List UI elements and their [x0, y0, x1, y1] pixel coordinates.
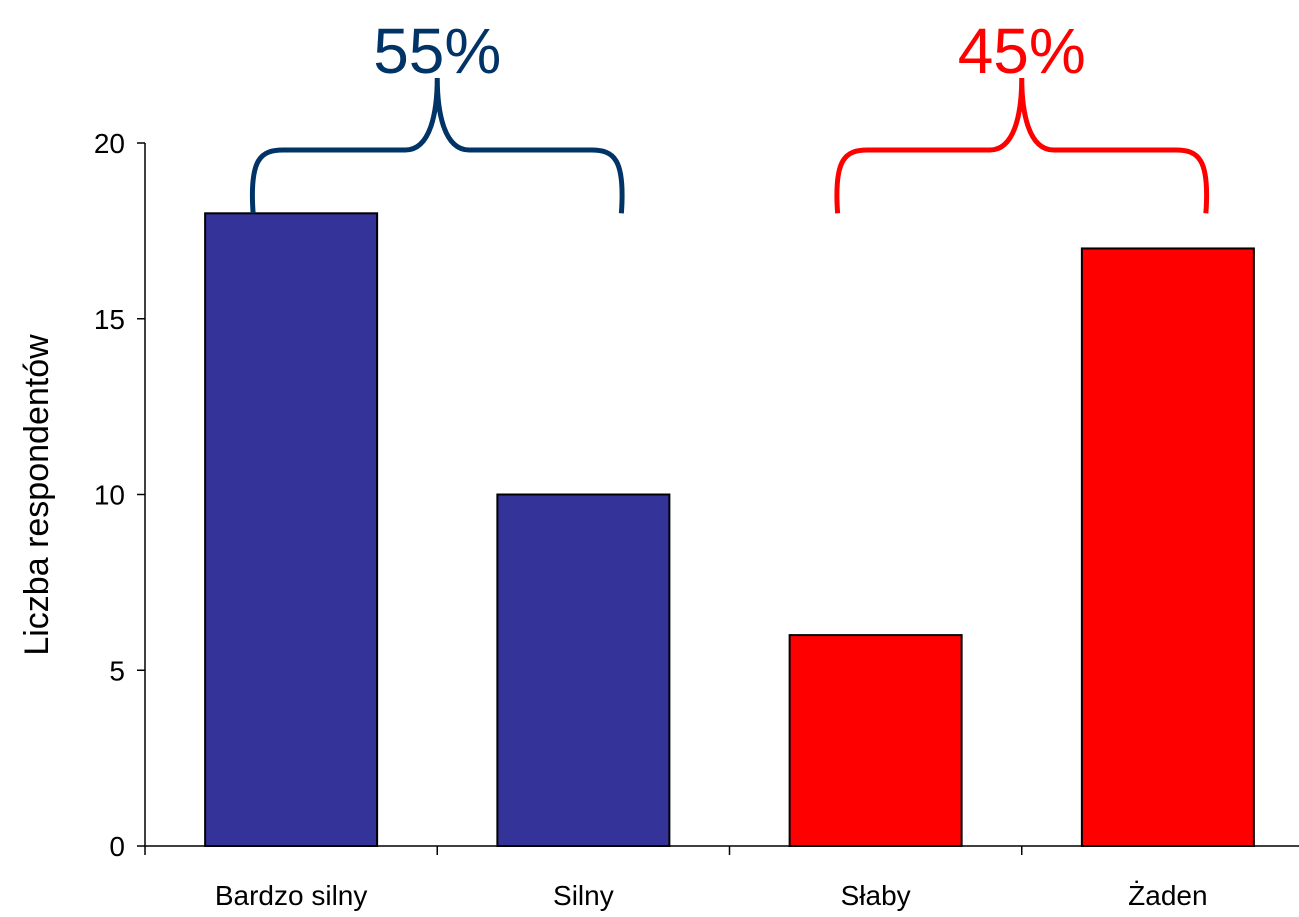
- y-tick-label: 20: [94, 128, 125, 159]
- x-category-label: Bardzo silny: [215, 880, 368, 911]
- x-category-label: Żaden: [1128, 880, 1207, 911]
- percentage-label: 55%: [373, 15, 501, 87]
- brace: [249, 77, 625, 214]
- x-category-label: Słaby: [841, 880, 911, 911]
- bar: [204, 212, 379, 848]
- x-categories: Bardzo silny Silny Słaby Żaden: [215, 880, 1208, 911]
- bar: [1080, 247, 1255, 847]
- y-tick-label: 10: [94, 480, 125, 511]
- bar: [788, 634, 963, 847]
- y-ticks: 0 5 10 15 20: [94, 128, 145, 862]
- percentage-label: 45%: [958, 15, 1086, 87]
- annotations: 55% 45%: [249, 15, 1210, 214]
- y-tick-label: 0: [109, 831, 125, 862]
- y-tick-label: 5: [109, 655, 125, 686]
- y-axis-title: Liczba respondentów: [18, 334, 56, 656]
- bars: [204, 212, 1255, 848]
- y-tick-label: 15: [94, 304, 125, 335]
- brace: [834, 77, 1210, 214]
- bar: [496, 493, 671, 847]
- x-category-label: Silny: [553, 880, 614, 911]
